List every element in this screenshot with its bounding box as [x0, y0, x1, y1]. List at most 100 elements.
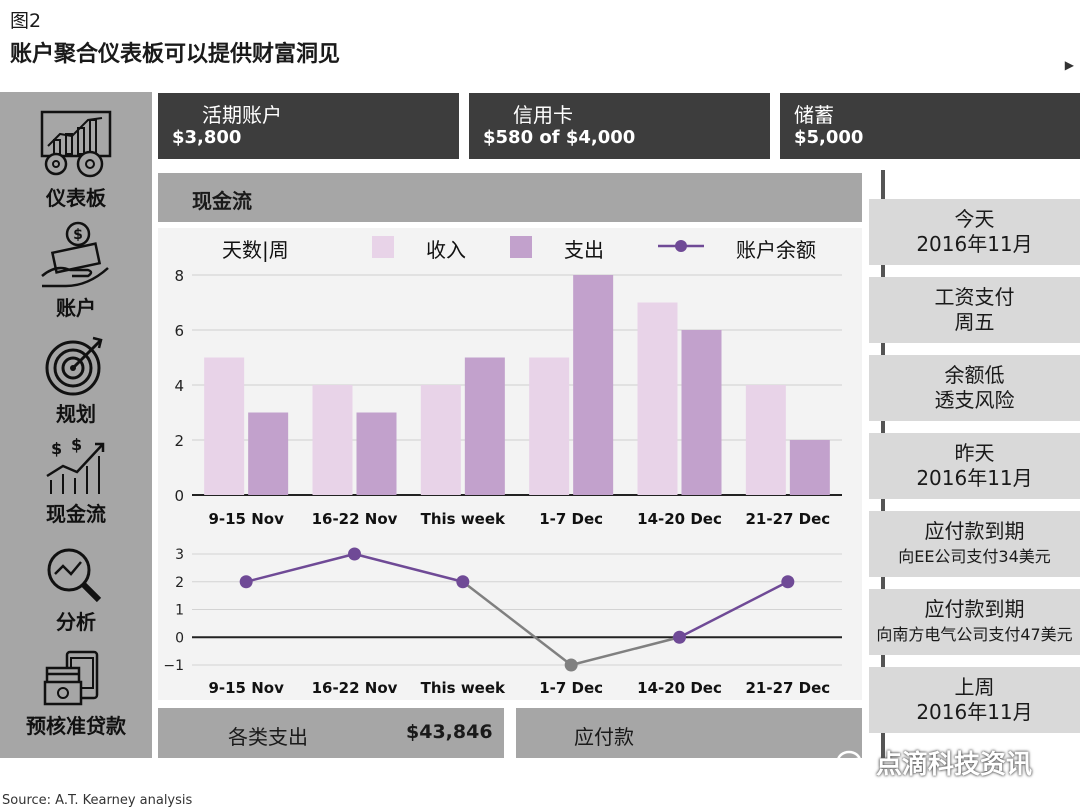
- bar-income: [204, 357, 245, 495]
- event-title: 昨天: [954, 441, 995, 465]
- figure-title: 账户聚合仪表板可以提供财富洞见: [10, 42, 341, 67]
- bar-income: [420, 385, 461, 495]
- bar-y-tick-label: 0: [174, 487, 184, 505]
- dashboard-gears-icon: [40, 110, 112, 178]
- account-card-credit[interactable]: 信用卡 $580 of $4,000: [469, 93, 770, 159]
- bar-income: [312, 385, 353, 495]
- balance-point: [239, 575, 253, 589]
- cashflow-chart-panel: 天数|周 收入 支出 账户余额 0 2 4 6 8 9-15 Nov 16-22 Nov This w…: [158, 228, 862, 700]
- wallet-card-icon: [43, 650, 99, 706]
- sidebar-item-label: 预核准贷款: [26, 714, 126, 738]
- sidebar: 仪表板 $ 账户 规划 $ $: [0, 92, 152, 758]
- event-detail: 2016年11月: [916, 700, 1033, 724]
- account-value: $5,000: [794, 127, 864, 148]
- expenses-bar[interactable]: 各类支出 $43,846: [158, 708, 504, 758]
- bar-x-tick-label: 1-7 Dec: [539, 510, 603, 528]
- event-title: 今天: [954, 207, 995, 231]
- bar-expense: [248, 412, 289, 495]
- line-x-tick-label: 21-27 Dec: [745, 679, 830, 697]
- watermark-text: 点滴科技资讯: [876, 750, 1033, 780]
- timeline-event[interactable]: 上周 2016年11月: [869, 667, 1080, 733]
- sidebar-item-loans[interactable]: 预核准贷款: [0, 648, 152, 739]
- sidebar-item-analysis[interactable]: 分析: [0, 546, 152, 635]
- payables-label: 应付款: [574, 725, 634, 749]
- legend-label-income: 收入: [426, 238, 466, 262]
- bar-y-tick-label: 2: [174, 432, 184, 450]
- account-name: 信用卡: [513, 103, 573, 127]
- balance-line-segment: [245, 552, 355, 583]
- bar-income: [529, 357, 570, 495]
- event-detail: 向EE公司支付34美元: [898, 547, 1051, 566]
- wechat-icon: [836, 750, 869, 774]
- account-value: $3,800: [172, 127, 242, 148]
- sidebar-item-accounts[interactable]: $ 账户: [0, 220, 152, 321]
- event-title: 余额低: [944, 363, 1005, 387]
- sidebar-item-label: 规划: [56, 402, 96, 426]
- line-y-tick-label: 2: [175, 575, 184, 591]
- svg-text:$: $: [73, 227, 83, 243]
- cashflow-chart: 天数|周 收入 支出 账户余额 0 2 4 6 8 9-15 Nov 16-22 Nov This w…: [163, 236, 842, 697]
- sidebar-item-label: 分析: [56, 610, 96, 634]
- line-x-tick-label: 9-15 Nov: [208, 679, 284, 697]
- event-detail: 向南方电气公司支付47美元: [876, 625, 1073, 644]
- sidebar-item-planning[interactable]: 规划: [0, 334, 152, 427]
- magnifier-chart-icon: [47, 548, 102, 603]
- cashflow-title: 现金流: [192, 189, 252, 213]
- legend-label-expense: 支出: [564, 238, 604, 262]
- balance-point: [456, 575, 470, 589]
- account-card-savings[interactable]: 储蓄 $5,000: [780, 93, 1080, 159]
- event-detail: 周五: [954, 310, 995, 334]
- balance-point: [564, 658, 578, 672]
- corner-arrow-icon: ▶: [1064, 58, 1074, 72]
- bar-x-tick-label: 21-27 Dec: [745, 510, 830, 528]
- svg-text:$: $: [51, 439, 62, 458]
- line-x-tick-label: 1-7 Dec: [539, 679, 603, 697]
- balance-point: [673, 630, 686, 644]
- timeline-event[interactable]: 工资支付 周五: [869, 277, 1080, 343]
- timeline-event[interactable]: 今天 2016年11月: [869, 199, 1080, 265]
- account-card-checking[interactable]: 活期账户 $3,800: [158, 93, 459, 159]
- event-title: 上周: [954, 675, 995, 699]
- line-x-tick-label: 16-22 Nov: [312, 679, 398, 697]
- expenses-label: 各类支出: [228, 725, 308, 749]
- legend-swatch-income: [372, 236, 394, 258]
- svg-text:$: $: [71, 436, 82, 454]
- bar-x-tick-label: This week: [421, 510, 506, 528]
- bar-expense: [573, 275, 614, 495]
- line-y-tick-label: 3: [175, 547, 184, 563]
- line-y-tick-label: 1: [175, 603, 184, 619]
- sidebar-item-label: 现金流: [46, 502, 106, 526]
- balance-line-segment: [354, 552, 464, 583]
- bar-x-tick-label: 14-20 Dec: [637, 510, 722, 528]
- balance-line-segment: [678, 580, 789, 639]
- event-detail: 透支风险: [934, 388, 1015, 412]
- timeline-event[interactable]: 应付款到期 向南方电气公司支付47美元: [869, 589, 1080, 655]
- sidebar-item-dashboard[interactable]: 仪表板: [0, 106, 152, 211]
- bar-x-tick-label: 16-22 Nov: [312, 510, 398, 528]
- event-title: 应付款到期: [924, 519, 1025, 543]
- target-icon: [45, 336, 103, 396]
- legend-swatch-expense: [510, 236, 532, 258]
- sidebar-item-label: 账户: [56, 296, 96, 320]
- timeline-event[interactable]: 余额低 透支风险: [869, 355, 1080, 421]
- line-x-tick-label: 14-20 Dec: [637, 679, 722, 697]
- balance-point: [348, 547, 361, 561]
- figure-label: 图2: [10, 10, 42, 32]
- timeline-event[interactable]: 昨天 2016年11月: [869, 433, 1080, 499]
- cashflow-icon: $ $: [46, 436, 105, 494]
- event-detail: 2016年11月: [916, 232, 1033, 256]
- bar-income: [637, 302, 678, 495]
- event-detail: 2016年11月: [916, 466, 1033, 490]
- payables-bar[interactable]: 应付款: [516, 708, 862, 758]
- bar-expense: [464, 357, 505, 495]
- timeline-event[interactable]: 应付款到期 向EE公司支付34美元: [869, 511, 1080, 577]
- bar-expense: [356, 412, 397, 495]
- balance-line-segment: [462, 580, 572, 666]
- sidebar-item-cashflow[interactable]: $ $ 现金流: [0, 436, 152, 527]
- x-axis-title: 天数|周: [222, 238, 289, 262]
- bar-y-tick-label: 8: [174, 267, 184, 285]
- balance-point: [781, 575, 795, 589]
- account-value: $580 of $4,000: [483, 127, 636, 148]
- bar-expense: [681, 330, 722, 495]
- bar-y-tick-label: 4: [174, 377, 184, 395]
